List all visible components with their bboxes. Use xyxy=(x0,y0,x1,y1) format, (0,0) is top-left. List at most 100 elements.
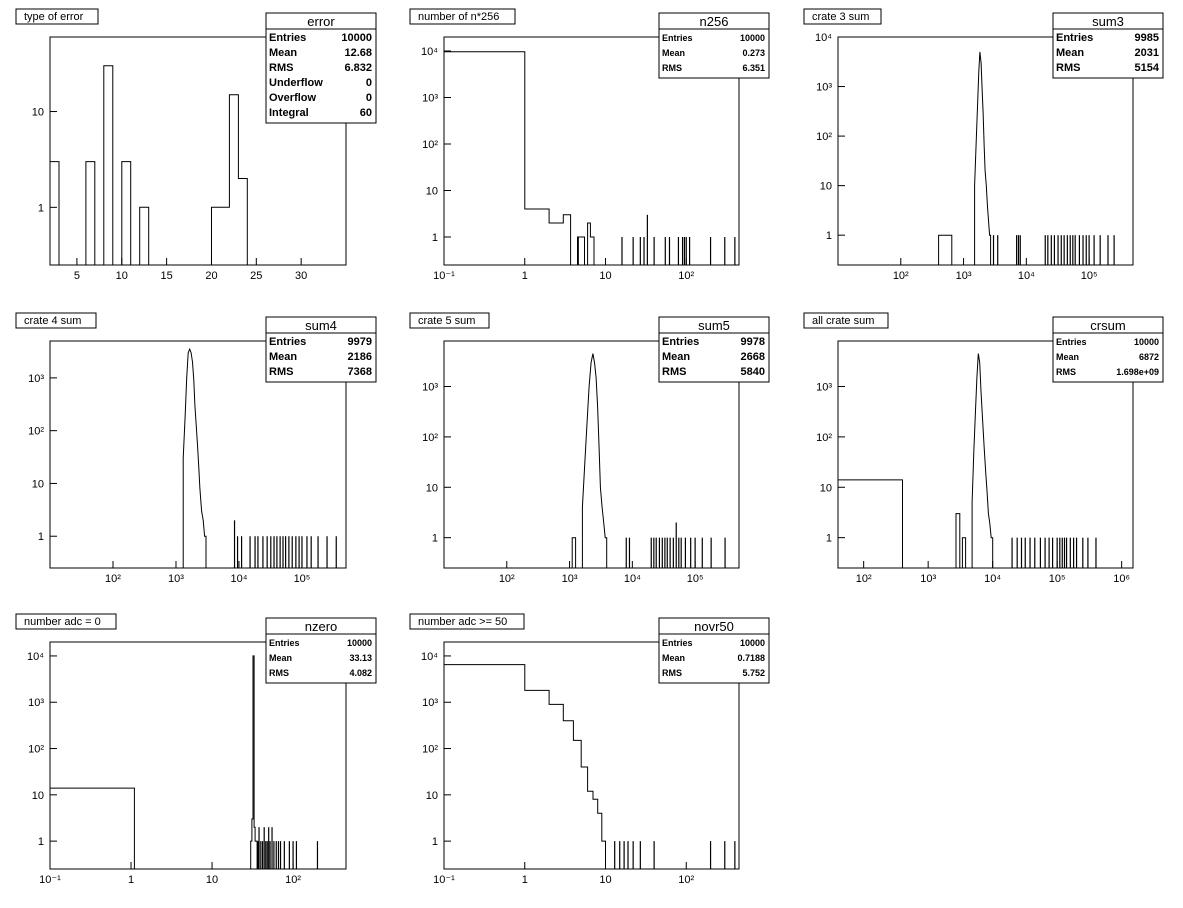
stats-value: 10000 xyxy=(740,638,765,648)
histogram-panel-n256: 10⁻¹ 1 10 10² 1 10 10² 10³ 10⁴ number of n*256 n25… xyxy=(409,8,770,282)
stats-value: 60 xyxy=(360,107,372,119)
stats-value: 12.68 xyxy=(344,47,372,59)
stats-value: 33.13 xyxy=(349,653,372,663)
x-tick-label: 20 xyxy=(205,270,217,282)
histogram-title-box xyxy=(409,312,490,329)
stats-box xyxy=(658,316,770,383)
y-tick-label: 10 xyxy=(32,790,44,802)
stats-title: sum5 xyxy=(698,318,730,333)
x-tick-label: 15 xyxy=(160,270,172,282)
histogram-title: number adc = 0 xyxy=(24,616,101,628)
x-tick-label: 10⁵ xyxy=(294,573,311,585)
x-tick-label: 10⁴ xyxy=(624,573,641,585)
stats-label: Mean xyxy=(1056,352,1079,362)
stats-value: 7368 xyxy=(348,366,372,378)
stats-label: RMS xyxy=(269,62,293,74)
stats-label: RMS xyxy=(1056,62,1080,74)
x-tick-label: 10⁴ xyxy=(230,573,247,585)
x-tick-label: 10² xyxy=(285,874,301,886)
stats-title: error xyxy=(307,14,335,29)
x-tick-label: 10⁻¹ xyxy=(39,874,61,886)
histogram-title: crate 5 sum xyxy=(418,315,475,327)
y-tick-label: 10 xyxy=(426,482,438,494)
stats-title: novr50 xyxy=(694,619,734,634)
stats-title: n256 xyxy=(700,14,729,29)
y-tick-label: 10 xyxy=(32,478,44,490)
stats-title: nzero xyxy=(305,619,338,634)
stats-value: 6.351 xyxy=(742,63,765,73)
x-tick-label: 1 xyxy=(522,270,528,282)
stats-value: 9978 xyxy=(741,336,765,348)
y-tick-label: 10 xyxy=(426,186,438,198)
histogram-panel-sum3: 10² 10³ 10⁴ 10⁵ 1 10 10² 10³ 10⁴ crate 3 sum sum3 E… xyxy=(803,8,1164,282)
x-tick-label: 10 xyxy=(599,874,611,886)
stats-label: Mean xyxy=(662,351,690,363)
stats-label: RMS xyxy=(1056,367,1076,377)
stats-value: 5840 xyxy=(741,366,765,378)
y-tick-label: 1 xyxy=(826,230,832,242)
stats-value: 0.273 xyxy=(742,48,765,58)
y-tick-label: 10³ xyxy=(816,82,832,94)
y-tick-label: 10³ xyxy=(422,92,438,104)
stats-value: 2668 xyxy=(741,351,765,363)
stats-value: 0 xyxy=(366,77,372,89)
histogram-title: type of error xyxy=(24,11,84,23)
x-tick-label: 30 xyxy=(295,270,307,282)
stats-label: Entries xyxy=(269,638,300,648)
stats-label: Underflow xyxy=(269,77,323,89)
y-tick-label: 10² xyxy=(816,131,832,143)
y-tick-label: 10 xyxy=(32,107,44,119)
histogram-title-box xyxy=(409,613,525,630)
histogram-panel-sum5: 10² 10³ 10⁴ 10⁵ 1 10 10² 10³ crate 5 sum sum5 Entr… xyxy=(409,312,770,585)
x-tick-label: 10² xyxy=(893,270,909,282)
stats-label: Mean xyxy=(269,653,292,663)
y-tick-label: 10 xyxy=(820,482,832,494)
stats-label: Mean xyxy=(662,48,685,58)
stats-value: 0 xyxy=(366,92,372,104)
y-tick-label: 10² xyxy=(816,432,832,444)
x-tick-label: 10² xyxy=(678,874,694,886)
x-tick-label: 10³ xyxy=(562,573,578,585)
plot-frame xyxy=(837,36,1134,266)
histogram-outline xyxy=(182,347,207,568)
stats-label: Entries xyxy=(269,32,306,44)
x-tick-label: 10³ xyxy=(956,270,972,282)
stats-box xyxy=(658,12,770,79)
y-tick-label: 10⁴ xyxy=(815,32,832,44)
histogram-outline xyxy=(49,65,248,266)
y-tick-label: 10² xyxy=(422,139,438,151)
x-tick-label: 10² xyxy=(856,573,872,585)
histogram-outline xyxy=(50,655,258,870)
y-tick-label: 10² xyxy=(28,744,44,756)
histogram-title-box xyxy=(409,8,516,25)
stats-title: crsum xyxy=(1090,318,1125,333)
x-tick-label: 1 xyxy=(128,874,134,886)
stats-box xyxy=(658,617,770,684)
x-tick-label: 10⁻¹ xyxy=(433,874,455,886)
stats-title: sum3 xyxy=(1092,14,1124,29)
y-tick-label: 10² xyxy=(28,426,44,438)
stats-label: RMS xyxy=(269,366,293,378)
histogram-title: number adc >= 50 xyxy=(418,616,507,628)
y-tick-label: 10² xyxy=(422,744,438,756)
stats-value: 1.698e+09 xyxy=(1116,367,1159,377)
stats-value: 6.832 xyxy=(344,62,372,74)
plot-frame xyxy=(443,36,740,266)
y-tick-label: 10² xyxy=(422,432,438,444)
plot-frame xyxy=(443,641,740,870)
y-tick-label: 1 xyxy=(826,533,832,545)
histogram-title: crate 3 sum xyxy=(812,11,869,23)
histogram-panel-novr50: 10⁻¹ 1 10 10² 1 10 10² 10³ 10⁴ number adc >= 50 no… xyxy=(409,613,770,886)
stats-label: Mean xyxy=(1056,47,1084,59)
y-tick-label: 1 xyxy=(432,232,438,244)
x-tick-label: 10⁵ xyxy=(687,573,704,585)
y-tick-label: 1 xyxy=(432,836,438,848)
x-tick-label: 10⁵ xyxy=(1049,573,1066,585)
x-tick-label: 10² xyxy=(499,573,515,585)
plot-frame xyxy=(49,340,347,569)
stats-label: Entries xyxy=(1056,32,1093,44)
stats-label: Entries xyxy=(662,33,693,43)
stats-value: 5.752 xyxy=(742,668,765,678)
histogram-title-box xyxy=(15,312,97,329)
